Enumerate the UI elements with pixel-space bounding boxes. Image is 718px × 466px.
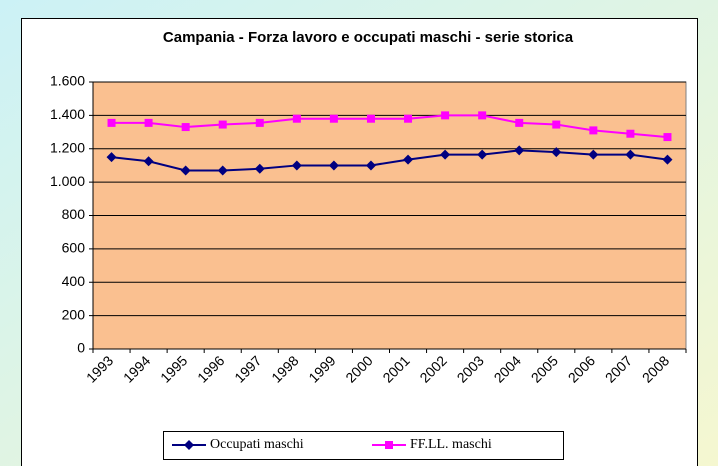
marker — [625, 149, 636, 160]
marker — [255, 118, 264, 127]
marker — [366, 114, 375, 123]
marker — [626, 129, 635, 138]
marker — [218, 120, 227, 129]
marker — [552, 120, 561, 129]
marker — [441, 111, 450, 120]
marker — [440, 149, 451, 160]
marker — [477, 149, 488, 160]
marker — [144, 118, 153, 127]
marker — [328, 160, 339, 171]
marker — [107, 118, 116, 127]
y-tick-label: 1.000 — [50, 173, 85, 189]
legend — [163, 431, 564, 460]
y-tick-label: 1.600 — [50, 73, 85, 89]
marker — [329, 114, 338, 123]
marker — [106, 152, 117, 163]
y-tick-label: 200 — [62, 306, 86, 322]
marker — [181, 123, 190, 132]
marker — [291, 160, 302, 171]
y-tick-label: 1.400 — [50, 106, 85, 122]
series-line — [111, 149, 668, 172]
marker — [588, 149, 599, 160]
y-tick-label: 1.200 — [50, 139, 85, 155]
marker — [551, 147, 562, 158]
marker — [143, 156, 154, 167]
marker — [180, 165, 191, 176]
marker — [184, 440, 194, 450]
marker — [385, 441, 393, 449]
series-line — [111, 114, 668, 139]
marker — [515, 118, 524, 127]
marker — [662, 154, 673, 165]
legend-label: FF.LL. maschi — [410, 437, 492, 452]
marker — [514, 145, 525, 156]
legend-label: Occupati maschi — [210, 437, 304, 452]
marker — [404, 114, 413, 123]
marker — [217, 165, 228, 176]
chart-title: Campania - Forza lavoro e occupati masch… — [163, 29, 574, 46]
marker — [478, 111, 487, 120]
y-tick-label: 800 — [62, 206, 86, 222]
marker — [292, 114, 301, 123]
y-tick-label: 600 — [62, 240, 86, 256]
y-tick-label: 400 — [62, 273, 86, 289]
marker — [365, 160, 376, 171]
marker — [403, 154, 414, 165]
y-tick-label: 0 — [77, 340, 85, 356]
marker — [589, 126, 598, 135]
marker — [254, 163, 265, 174]
marker — [663, 133, 672, 142]
